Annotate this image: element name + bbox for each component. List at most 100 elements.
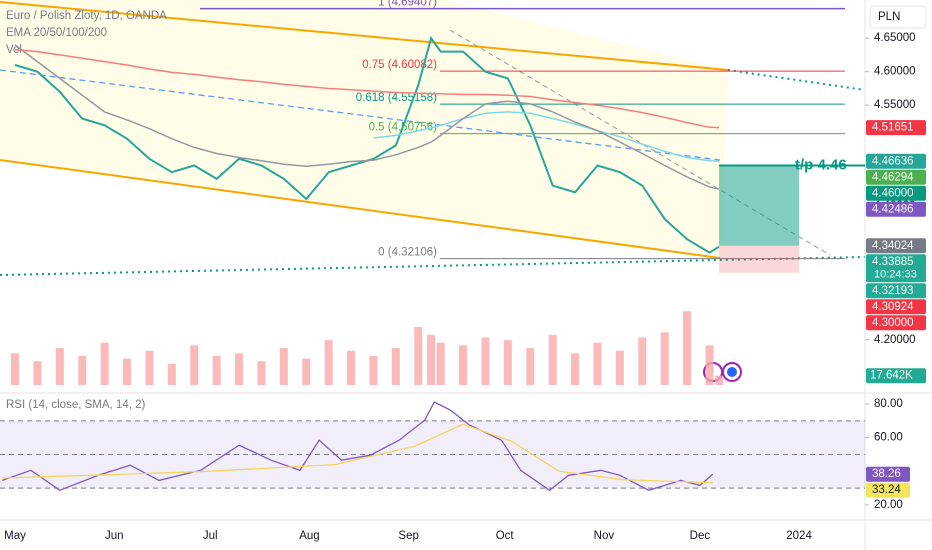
price-badge-label: 4.46294 <box>872 171 914 183</box>
volume-bar <box>167 363 176 385</box>
channel-extension <box>727 69 866 91</box>
price-badge <box>866 120 926 136</box>
price-badge <box>866 185 926 201</box>
volume-bar <box>593 342 602 385</box>
volume-bar <box>11 353 20 385</box>
volume-bar <box>481 337 490 385</box>
event-icon-dot <box>727 367 737 377</box>
price-badge-label: 4.32193 <box>872 285 914 297</box>
x-tick-label: Oct <box>496 530 515 542</box>
price-badge-label: 4.34024 <box>872 240 914 252</box>
x-tick-label: 2024 <box>786 530 812 542</box>
fib-label: 1 (4.69407) <box>378 0 437 9</box>
y-tick-label: 60.00 <box>874 432 903 444</box>
volume-bar <box>459 345 468 385</box>
x-tick-label: Aug <box>299 530 319 542</box>
price-badge <box>866 238 926 254</box>
volume-badge-label: 17.642K <box>870 370 913 382</box>
y-tick-label: 4.65000 <box>874 32 916 44</box>
price-badge-label: 4.30000 <box>872 317 914 329</box>
volume-bar <box>391 348 400 385</box>
volume-bar <box>638 337 647 385</box>
volume-bar <box>526 348 535 385</box>
volume-bar <box>302 358 311 385</box>
x-tick-label: Sep <box>398 530 418 542</box>
volume-bar <box>190 345 199 385</box>
price-badge <box>866 283 926 299</box>
price-badge <box>866 169 926 185</box>
volume-bar <box>212 355 221 385</box>
price-line <box>14 44 720 190</box>
currency: PLN <box>878 11 900 23</box>
price-badge <box>866 299 926 315</box>
price-badge-label: 4.33885 <box>872 256 914 268</box>
volume-bar <box>715 375 724 385</box>
volume-bar <box>571 353 580 385</box>
x-tick-label: Nov <box>594 530 615 542</box>
price-badge-label: 4.51651 <box>872 122 914 134</box>
volume-bar <box>100 342 109 385</box>
chart-title: Euro / Polish Zloty, 1D, OANDA <box>6 10 167 22</box>
volume-bar <box>257 361 266 385</box>
x-tick-label: May <box>4 530 26 542</box>
rsi-line <box>1 401 714 492</box>
rsi-badge <box>866 466 910 482</box>
rsi-badge <box>866 482 910 498</box>
volume-bar <box>660 332 669 385</box>
price-badge <box>866 315 926 331</box>
x-tick-label: Jul <box>203 530 218 542</box>
volume-bar <box>369 355 378 385</box>
target-zone <box>719 165 800 246</box>
y-tick-label: 4.20000 <box>874 334 916 346</box>
price-badge <box>866 201 926 217</box>
y-tick-label: 80.00 <box>874 398 903 410</box>
channel-lower <box>0 159 721 259</box>
target-label: t/p 4.46 <box>795 156 847 173</box>
volume-bar <box>436 342 445 385</box>
price-badge-label: 4.46636 <box>872 155 914 167</box>
fib-label: 0.75 (4.60082) <box>362 59 437 71</box>
y-tick-label: 20.00 <box>874 499 903 511</box>
currency-box[interactable] <box>869 5 927 29</box>
trend-line <box>0 69 721 161</box>
stop-zone <box>719 245 800 273</box>
price-badge <box>866 254 926 283</box>
volume-bar <box>615 350 624 385</box>
indicator-label: EMA 20/50/100/200 <box>6 27 107 39</box>
volume-bar <box>55 348 64 385</box>
volume-bar <box>145 350 154 385</box>
volume-bar <box>324 340 333 385</box>
volume-bar <box>705 345 714 385</box>
volume-bar <box>78 355 87 385</box>
volume-bar <box>503 340 512 385</box>
countdown: 10:24:33 <box>874 269 917 281</box>
price-badge <box>866 153 926 169</box>
x-tick-label: Jun <box>105 530 124 542</box>
volume-bar <box>347 350 356 385</box>
volume-bar <box>683 311 692 385</box>
volume-badge <box>866 368 926 384</box>
volume-bar <box>123 358 132 385</box>
trend-line <box>449 29 831 256</box>
volume-bar <box>235 353 244 385</box>
y-tick-label: 4.60000 <box>874 66 916 78</box>
fib-label: 0 (4.32106) <box>378 247 437 259</box>
rsi-badge-label: 38.26 <box>872 468 901 480</box>
y-tick-label: 4.55000 <box>874 99 916 111</box>
volume-bar <box>33 361 42 385</box>
fib-label: 0.618 (4.55158) <box>356 92 437 104</box>
x-tick-label: Dec <box>690 530 711 542</box>
volume-bar <box>414 326 423 385</box>
price-badge-label: 4.42486 <box>872 203 914 215</box>
channel-fill <box>0 0 728 258</box>
price-badge-label: 4.30924 <box>872 301 914 313</box>
price-line <box>373 111 720 163</box>
volume-bar <box>279 348 288 385</box>
volume-bar <box>427 334 436 385</box>
volume-bar <box>548 334 557 385</box>
channel-upper <box>0 1 729 71</box>
rsi-title: RSI (14, close, SMA, 14, 2) <box>6 399 146 411</box>
price-line <box>14 48 720 129</box>
rsi-line <box>2 423 713 484</box>
